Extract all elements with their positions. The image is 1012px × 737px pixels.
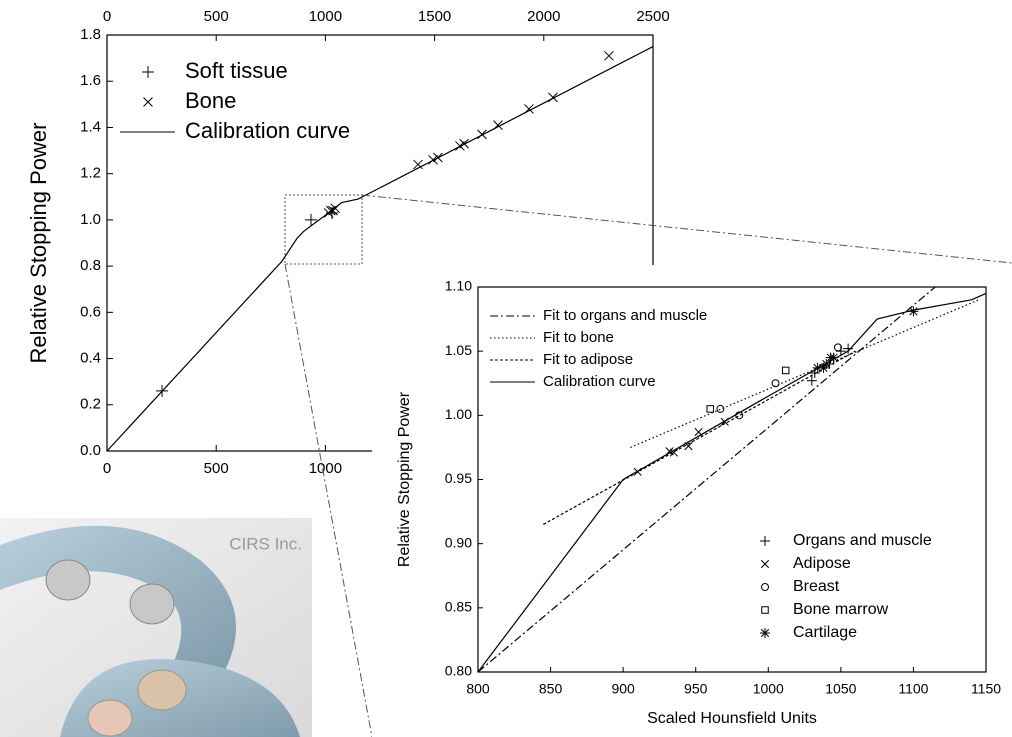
insert — [46, 560, 90, 600]
y-tick-label: 1.00 — [445, 406, 472, 422]
y-tick-label: 1.4 — [80, 118, 101, 135]
x-tick-label: 1000 — [309, 460, 342, 477]
legend-label: Bone — [185, 88, 236, 113]
zoom-box — [285, 195, 362, 264]
y-tick-label: 0.95 — [445, 470, 472, 486]
x-tick-label: 800 — [466, 681, 490, 697]
x-top-tick-label: 0 — [103, 8, 111, 25]
x-tick-label: 1150 — [971, 681, 1001, 697]
insert — [138, 670, 186, 710]
marker — [821, 359, 831, 369]
x-top-tick-label: 1000 — [309, 8, 342, 25]
y-tick-label: 1.8 — [80, 26, 101, 43]
insert — [88, 700, 132, 736]
y-axis-label: Relative Stopping Power — [396, 391, 413, 567]
photo-credit: CIRS Inc. — [229, 534, 302, 553]
legend-label: Cartilage — [793, 624, 857, 641]
x-tick-label: 1100 — [898, 681, 928, 697]
marker — [305, 214, 317, 226]
marker — [829, 353, 839, 363]
inset-chart: 800 850 900 950 1000 1050 1100 1150 0.80 0.85 0.90… — [372, 265, 1012, 737]
y-tick-label: 0.90 — [445, 534, 472, 550]
legend-marker — [142, 66, 154, 78]
phantom-photo: CIRS Inc. — [0, 518, 312, 737]
y-tick-label: 0.6 — [80, 303, 101, 320]
insert — [130, 584, 174, 624]
y-tick-label: 1.2 — [80, 165, 101, 182]
y-tick-label: 0.2 — [80, 396, 101, 413]
y-tick-label: 0.85 — [445, 599, 472, 615]
x-top-tick-label: 2500 — [636, 8, 669, 25]
legend-label: Breast — [793, 578, 840, 595]
x-tick-label: 1050 — [825, 681, 856, 697]
y-tick-label: 1.05 — [445, 342, 472, 358]
legend-marker — [144, 98, 153, 107]
legend-label: Fit to adipose — [543, 351, 633, 368]
legend-label: Adipose — [793, 555, 851, 572]
legend-label: Organs and muscle — [793, 532, 932, 549]
y-tick-label: 0.80 — [445, 663, 472, 679]
y-tick-label: 1.10 — [445, 278, 472, 294]
x-axis-label: Scaled Hounsfield Units — [647, 710, 817, 727]
x-tick-label: 1000 — [753, 681, 784, 697]
x-top-tick-label: 1500 — [418, 8, 451, 25]
x-tick-label: 500 — [204, 460, 229, 477]
x-top-tick-label: 500 — [204, 8, 229, 25]
legend-marker — [760, 628, 770, 638]
legend-label: Calibration curve — [185, 118, 350, 143]
marker — [604, 51, 613, 60]
x-tick-label: 900 — [611, 681, 635, 697]
legend-label: Fit to bone — [543, 329, 614, 346]
y-tick-label: 1.0 — [80, 211, 101, 228]
legend-label: Bone marrow — [793, 601, 889, 618]
zoom-line — [362, 195, 1012, 263]
marker — [908, 306, 918, 316]
y-axis-label: Relative Stopping Power — [26, 123, 51, 364]
y-tick-label: 0.8 — [80, 257, 101, 274]
legend-label: Fit to organs and muscle — [543, 307, 707, 324]
x-top-tick-label: 2000 — [527, 8, 560, 25]
y-tick-label: 0.0 — [80, 442, 101, 459]
y-tick-label: 1.6 — [80, 72, 101, 89]
x-tick-label: 0 — [103, 460, 111, 477]
x-tick-label: 850 — [539, 681, 563, 697]
legend-label: Calibration curve — [543, 373, 656, 390]
x-tick-label: 950 — [684, 681, 708, 697]
figure: 0050050010001000150015002000200025002500… — [0, 0, 1012, 737]
legend-label: Soft tissue — [185, 58, 288, 83]
y-tick-label: 0.4 — [80, 350, 101, 367]
